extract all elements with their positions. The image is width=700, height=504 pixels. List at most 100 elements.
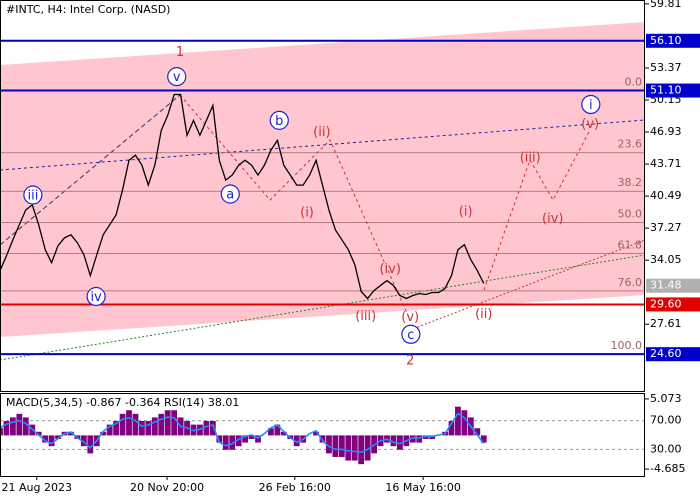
macd-bar xyxy=(151,417,158,436)
rsi-line xyxy=(0,412,485,454)
trend-line xyxy=(409,239,646,331)
y-tick-label: 46.93 xyxy=(650,125,682,138)
x-tick-label: 16 May 16:00 xyxy=(385,481,460,494)
macd-bar xyxy=(113,421,120,436)
wave-label: iii xyxy=(27,189,38,204)
wave-label: (iii) xyxy=(355,309,376,324)
macd-bar xyxy=(319,435,326,443)
y-tick-label: -4.685 xyxy=(650,462,685,475)
macd-bar xyxy=(364,435,371,461)
wave-label: v xyxy=(173,70,181,85)
wave-label: (i) xyxy=(459,204,473,219)
macd-bar xyxy=(222,435,229,450)
macd-bar xyxy=(229,435,236,450)
main-frame xyxy=(0,0,645,392)
macd-bar xyxy=(461,410,468,436)
fib-label: 61.8 xyxy=(618,239,643,252)
y2-tick-label: 30.00 xyxy=(650,442,682,455)
y-tick-label: 53.37 xyxy=(650,61,682,74)
macd-bar xyxy=(100,431,107,436)
macd-bar xyxy=(338,435,345,457)
x-tick-label: 26 Feb 16:00 xyxy=(259,481,331,494)
fib-label: 100.0 xyxy=(611,339,643,352)
wave-label: i xyxy=(589,98,593,113)
macd-bar xyxy=(396,435,403,450)
macd-bar xyxy=(242,435,249,443)
macd-bar xyxy=(293,435,300,447)
macd-bar xyxy=(326,435,332,454)
wave-circle xyxy=(167,67,187,87)
price-line xyxy=(0,93,485,300)
macd-bar xyxy=(87,435,94,454)
level-box xyxy=(646,33,700,48)
fib-label: 0.0 xyxy=(625,76,643,89)
macd-bar xyxy=(119,413,126,436)
x-tick-label: 20 Nov 20:00 xyxy=(130,481,204,494)
macd-bar xyxy=(209,421,216,436)
y-tick-label: 34.05 xyxy=(650,253,682,266)
macd-bar xyxy=(68,431,74,436)
macd-bar xyxy=(235,435,242,447)
wave-label: 1 xyxy=(176,45,184,60)
channel xyxy=(0,22,645,337)
macd-bar xyxy=(164,410,171,436)
level-label: 56.10 xyxy=(650,34,682,47)
macd-bar xyxy=(274,424,281,436)
y-tick-label: 40.49 xyxy=(650,189,682,202)
macd-bar xyxy=(42,435,49,443)
level-label: 51.10 xyxy=(650,84,682,97)
wave-label: (v) xyxy=(581,117,599,132)
wave-circle xyxy=(581,94,601,115)
level-box xyxy=(646,347,700,362)
macd-bar xyxy=(158,413,165,436)
macd-bar xyxy=(448,421,455,436)
wave-circle xyxy=(23,185,43,205)
macd-bar xyxy=(416,435,423,443)
macd-bar xyxy=(171,410,178,436)
level-label: 24.60 xyxy=(650,347,682,360)
macd-bar xyxy=(16,413,23,436)
wave-label: b xyxy=(275,114,283,129)
wave-circle xyxy=(86,286,106,307)
macd-bar xyxy=(48,435,55,447)
wave-label: iv xyxy=(90,290,102,305)
indicator-panel: 5.073 -4.685 70.00 30.00 21 Aug 2023 20 Nov 2… xyxy=(0,392,685,494)
level-box xyxy=(646,83,700,98)
level-label: 29.60 xyxy=(650,297,682,310)
y-tick-label: 59.81 xyxy=(650,0,682,10)
y-tick-label: 43.71 xyxy=(650,157,682,170)
level-label: 31.48 xyxy=(650,279,682,292)
wave-label: (iii) xyxy=(520,151,541,166)
chart-title: #INTC, H4: Intel Corp. (NASD) xyxy=(6,3,170,16)
level-box xyxy=(646,278,700,293)
main-panel: 59.8153.3750.1546.9343.7140.4937.2734.05… xyxy=(0,0,700,369)
macd-bar xyxy=(280,431,287,436)
macd-bar xyxy=(216,435,223,443)
forecast-path xyxy=(483,129,591,291)
macd-bar xyxy=(22,417,29,436)
macd-bar xyxy=(345,435,352,461)
y-tick-label: 27.61 xyxy=(650,317,682,330)
wave-label: (iv) xyxy=(379,262,400,277)
wave-label: (v) xyxy=(401,310,419,325)
y-tick-label: 37.27 xyxy=(650,221,682,234)
wave-path xyxy=(179,94,411,321)
macd-bar xyxy=(132,413,139,436)
macd-bar xyxy=(358,435,365,465)
fib-label: 38.2 xyxy=(618,176,643,189)
wave-label: (i) xyxy=(300,205,314,220)
trend-line xyxy=(0,254,646,361)
macd-bar xyxy=(3,421,10,436)
wave-label: 2 xyxy=(406,354,414,369)
wave-circle xyxy=(269,110,289,130)
indicator-title: MACD(5,34,5) -0.867 -0.364 RSI(14) 38.01 xyxy=(6,396,239,409)
macd-bar xyxy=(455,406,461,436)
wave-label: (iv) xyxy=(542,211,563,226)
macd-bar xyxy=(138,421,145,436)
y2-tick-label: 70.00 xyxy=(650,414,682,427)
wave-label: (ii) xyxy=(313,125,330,140)
wave-label: a xyxy=(226,188,234,203)
wave-circle xyxy=(220,184,240,204)
macd-bar xyxy=(332,435,339,457)
